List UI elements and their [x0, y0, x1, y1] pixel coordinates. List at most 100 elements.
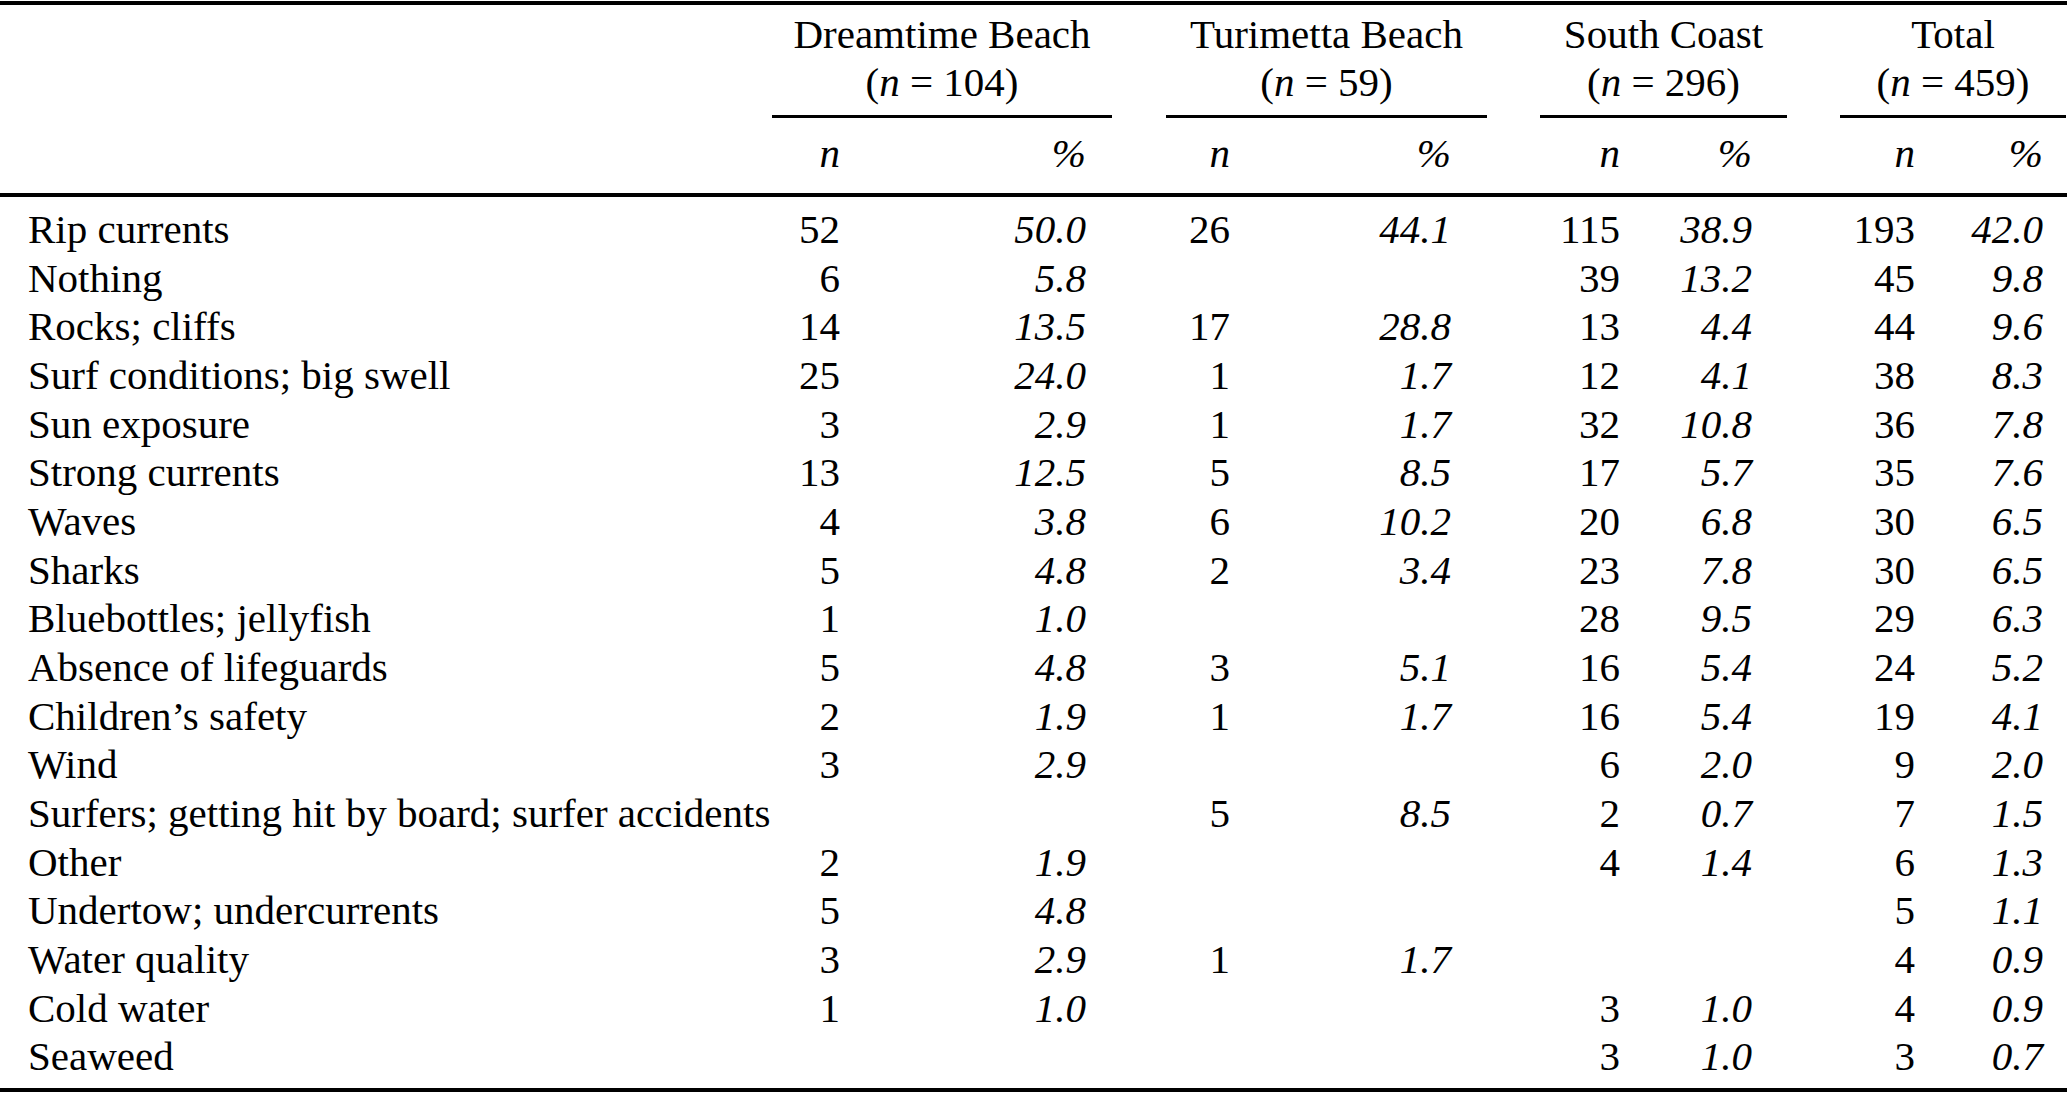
- percent-cell: 0.7: [1915, 1032, 2067, 1081]
- count-cell: 45: [1752, 254, 1915, 303]
- count-cell: [760, 1032, 840, 1081]
- group-sample-size: (n = 104): [772, 58, 1112, 106]
- table-row: Water quality32.911.740.9: [0, 935, 2067, 984]
- percent-cell: 5.7: [1620, 448, 1752, 497]
- table-row: Rocks; cliffs1413.51728.8134.4449.6: [0, 302, 2067, 351]
- percent-cell: 5.8: [840, 254, 1086, 303]
- table-body: Rip currents5250.02644.111538.919342.0No…: [0, 205, 2067, 1081]
- count-cell: 5: [760, 643, 840, 692]
- table-row: Sharks54.823.4237.8306.5: [0, 546, 2067, 595]
- bottom-rule: [0, 1088, 2067, 1092]
- subheader-n: n: [1110, 129, 1230, 177]
- row-label: Children’s safety: [0, 692, 760, 741]
- count-cell: 4: [760, 497, 840, 546]
- header-rule: [0, 193, 2067, 197]
- count-cell: 1: [760, 594, 840, 643]
- percent-cell: 6.5: [1915, 497, 2067, 546]
- percent-cell: 9.5: [1620, 594, 1752, 643]
- table-row: Cold water11.031.040.9: [0, 984, 2067, 1033]
- group-name: Turimetta Beach: [1166, 10, 1487, 58]
- percent-cell: 13.2: [1620, 254, 1752, 303]
- group-header-turimetta: Turimetta Beach (n = 59): [1166, 10, 1487, 106]
- subheader-n: n: [1500, 129, 1620, 177]
- count-cell: 4: [1752, 984, 1915, 1033]
- count-cell: 6: [1086, 497, 1230, 546]
- group-name: Dreamtime Beach: [772, 10, 1112, 58]
- percent-cell: 1.7: [1230, 351, 1451, 400]
- count-cell: 5: [760, 546, 840, 595]
- top-rule: [0, 1, 2067, 5]
- percent-cell: 1.7: [1230, 400, 1451, 449]
- subheader-n: n: [1795, 129, 1915, 177]
- percent-cell: 1.9: [840, 838, 1086, 887]
- percent-cell: [1230, 594, 1451, 643]
- table-row: Rip currents5250.02644.111538.919342.0: [0, 205, 2067, 254]
- percent-cell: 5.4: [1620, 692, 1752, 741]
- group-name: Total: [1840, 10, 2066, 58]
- count-cell: [1086, 984, 1230, 1033]
- percent-cell: 6.5: [1915, 546, 2067, 595]
- table-row: Strong currents1312.558.5175.7357.6: [0, 448, 2067, 497]
- count-cell: 6: [760, 254, 840, 303]
- percent-cell: [1230, 740, 1451, 789]
- group-sample-size: (n = 59): [1166, 58, 1487, 106]
- percent-cell: [840, 789, 1086, 838]
- group-underline-total: [1840, 115, 2066, 118]
- row-label: Waves: [0, 497, 760, 546]
- percent-cell: 1.7: [1230, 692, 1451, 741]
- count-cell: 29: [1752, 594, 1915, 643]
- count-cell: 1: [1086, 935, 1230, 984]
- beach-hazards-table: Dreamtime Beach (n = 104) Turimetta Beac…: [0, 0, 2067, 1098]
- percent-cell: 1.1: [1915, 886, 2067, 935]
- row-label: Sharks: [0, 546, 760, 595]
- percent-cell: 5.4: [1620, 643, 1752, 692]
- count-cell: 5: [1086, 789, 1230, 838]
- percent-cell: 1.0: [1620, 984, 1752, 1033]
- count-cell: 3: [760, 740, 840, 789]
- percent-cell: 3.4: [1230, 546, 1451, 595]
- count-cell: 16: [1451, 692, 1620, 741]
- percent-cell: [1620, 935, 1752, 984]
- count-cell: 26: [1086, 205, 1230, 254]
- percent-cell: 42.0: [1915, 205, 2067, 254]
- table-row: Waves43.8610.2206.8306.5: [0, 497, 2067, 546]
- percent-cell: [1230, 984, 1451, 1033]
- percent-cell: 4.1: [1915, 692, 2067, 741]
- percent-cell: 9.8: [1915, 254, 2067, 303]
- percent-cell: [1620, 886, 1752, 935]
- count-cell: [1451, 886, 1620, 935]
- count-cell: 25: [760, 351, 840, 400]
- row-label: Nothing: [0, 254, 760, 303]
- count-cell: 2: [1086, 546, 1230, 595]
- percent-cell: 9.6: [1915, 302, 2067, 351]
- count-cell: 1: [1086, 692, 1230, 741]
- count-cell: 3: [760, 935, 840, 984]
- percent-cell: 8.5: [1230, 448, 1451, 497]
- count-cell: 17: [1086, 302, 1230, 351]
- count-cell: 2: [760, 692, 840, 741]
- group-underline-turimetta: [1166, 115, 1487, 118]
- group-sample-size: (n = 459): [1840, 58, 2066, 106]
- group-header-total: Total (n = 459): [1840, 10, 2066, 106]
- data-table: Rip currents5250.02644.111538.919342.0No…: [0, 205, 2067, 1081]
- count-cell: 3: [760, 400, 840, 449]
- percent-cell: 3.8: [840, 497, 1086, 546]
- group-header-dreamtime: Dreamtime Beach (n = 104): [772, 10, 1112, 106]
- percent-cell: 4.8: [840, 546, 1086, 595]
- percent-cell: [1230, 1032, 1451, 1081]
- count-cell: 39: [1451, 254, 1620, 303]
- percent-cell: 0.9: [1915, 984, 2067, 1033]
- count-cell: 6: [1752, 838, 1915, 887]
- percent-cell: 5.2: [1915, 643, 2067, 692]
- row-label: Other: [0, 838, 760, 887]
- group-name: South Coast: [1540, 10, 1787, 58]
- subheader-n: n: [720, 129, 840, 177]
- percent-cell: 7.8: [1620, 546, 1752, 595]
- percent-cell: 5.1: [1230, 643, 1451, 692]
- count-cell: [760, 789, 840, 838]
- row-label: Strong currents: [0, 448, 760, 497]
- count-cell: 1: [1086, 400, 1230, 449]
- subheader-percent: %: [1632, 129, 1752, 177]
- table-row: Undertow; undercurrents54.851.1: [0, 886, 2067, 935]
- count-cell: 1: [760, 984, 840, 1033]
